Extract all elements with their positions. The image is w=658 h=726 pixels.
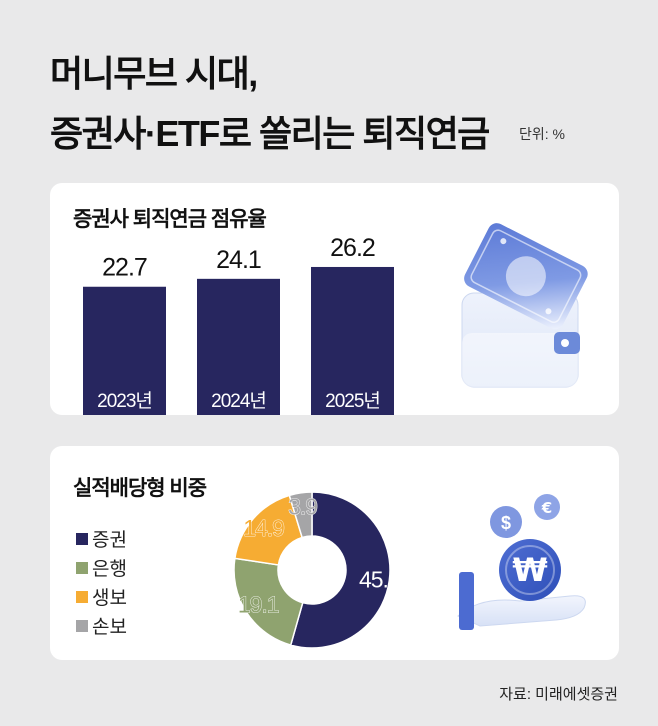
svg-text:₩: ₩ (512, 551, 547, 589)
legend-swatch (76, 532, 88, 545)
legend-label: 손보 (92, 617, 127, 638)
donut-value-label: 14.9 (243, 515, 284, 541)
bar-chart: 22.7 2023년 24.1 2024년 26.2 2025년 (83, 234, 394, 415)
legend-swatch (76, 561, 88, 574)
bar-value-label: 24.1 (216, 246, 261, 274)
legend-swatch (76, 590, 88, 603)
bar-value-label: 26.2 (330, 234, 375, 262)
bar (311, 266, 394, 415)
bar-category-label: 2023년 (97, 390, 152, 412)
bar (197, 278, 280, 415)
donut-value-label: 45.2 (359, 566, 400, 592)
legend-item-bank: 은행 (76, 553, 127, 582)
legend-label: 증권 (92, 530, 127, 551)
performance-type-card: 실적배당형 비중 증권 은행 생보 손보 45.2 19.1 14.9 3.9 (50, 446, 619, 660)
bar-value-label: 22.7 (102, 254, 147, 282)
legend-item-nonlife-insurance: 손보 (76, 611, 127, 640)
donut-chart: 45.2 19.1 14.93.9 (233, 491, 401, 649)
bar (83, 286, 166, 415)
source-note: 자료: 미래에셋증권 (499, 686, 618, 703)
legend-label: 은행 (92, 559, 127, 580)
page-title-line2: 증권사·ETF로 쏠리는 퇴직연금 (50, 113, 490, 154)
donut-value-label: 3.9 (288, 494, 317, 520)
legend-item-life-insurance: 생보 (76, 582, 127, 611)
svg-text:€: € (541, 499, 552, 517)
svg-text:$: $ (501, 513, 511, 533)
bar-category-label: 2025년 (325, 390, 380, 412)
donut-legend: 증권 은행 생보 손보 (76, 524, 127, 640)
unit-label: 단위: % (519, 126, 565, 142)
bar-chart-title: 증권사 퇴직연금 점유율 (73, 208, 267, 231)
donut-chart-title: 실적배당형 비중 (73, 477, 207, 500)
page-title-line1: 머니무브 시대, (50, 53, 258, 94)
donut-value-label: 19.1 (238, 592, 279, 618)
bar-category-label: 2024년 (211, 390, 266, 412)
legend-label: 생보 (92, 588, 127, 609)
donut-slice (233, 557, 304, 646)
market-share-card: 증권사 퇴직연금 점유율 22.7 2023년 24.1 2024년 26.2 2025년 (50, 183, 619, 415)
legend-swatch (76, 619, 88, 632)
wallet-money-icon (461, 223, 588, 388)
hand-coins-icon: $ € ₩ (457, 494, 586, 630)
donut-slice (289, 491, 391, 649)
donut-slice (288, 491, 313, 539)
legend-item-securities: 증권 (76, 524, 127, 553)
